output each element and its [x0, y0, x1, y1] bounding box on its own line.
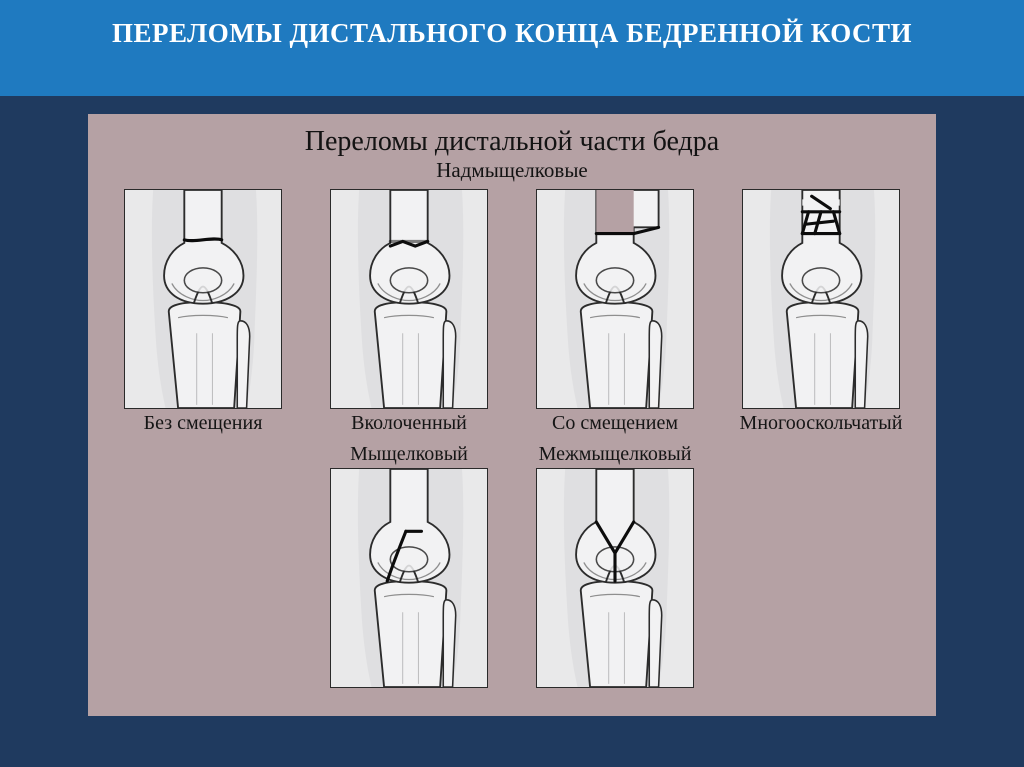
- bone-diagram: [330, 468, 488, 688]
- figure-caption: Многооскольчатый: [740, 412, 903, 435]
- figure-cell: Со смещением: [526, 189, 704, 435]
- figure-cell: Мыщелковый: [320, 443, 498, 688]
- row1-group-label: Надмыщелковые: [110, 158, 914, 183]
- figure-panel: Переломы дистальной части бедра Надмыщел…: [88, 114, 936, 716]
- figure-row-1: Без смещения Вколоченный: [110, 189, 914, 435]
- figure-caption: Со смещением: [552, 412, 678, 435]
- figure-cell: Вколоченный: [320, 189, 498, 435]
- figure-row-2: Мыщелковый Межмыщелковый: [110, 443, 914, 688]
- slide-title: ПЕРЕЛОМЫ ДИСТАЛЬНОГО КОНЦА БЕДРЕННОЙ КОС…: [112, 18, 912, 49]
- figure-caption: Вколоченный: [351, 412, 467, 435]
- bone-diagram: [742, 189, 900, 409]
- bone-diagram: [124, 189, 282, 409]
- bone-diagram: [330, 189, 488, 409]
- figure-cell: Межмыщелковый: [526, 443, 704, 688]
- bone-diagram: [536, 468, 694, 688]
- bone-diagram: [536, 189, 694, 409]
- figure-cell: Многооскольчатый: [732, 189, 910, 435]
- figure-caption: Без смещения: [144, 412, 263, 435]
- panel-title: Переломы дистальной части бедра: [110, 126, 914, 158]
- slide-header: ПЕРЕЛОМЫ ДИСТАЛЬНОГО КОНЦА БЕДРЕННОЙ КОС…: [0, 0, 1024, 100]
- figure-cell: Без смещения: [114, 189, 292, 435]
- figure-caption: Межмыщелковый: [539, 443, 692, 466]
- content-area: Переломы дистальной части бедра Надмыщел…: [0, 100, 1024, 767]
- figure-caption: Мыщелковый: [350, 443, 468, 466]
